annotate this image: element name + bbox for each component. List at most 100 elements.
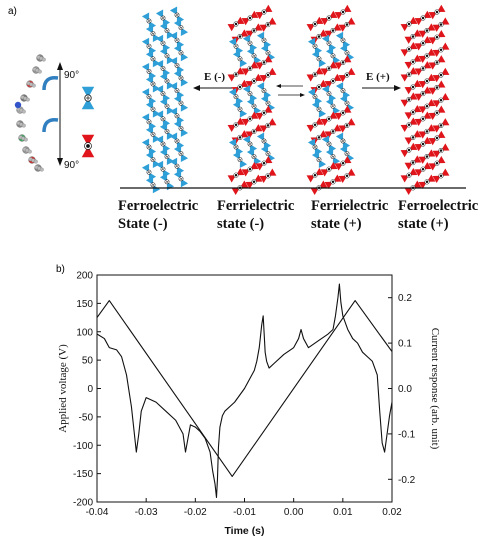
red-bowtie-icon <box>428 54 446 71</box>
blue-bowtie-icon <box>256 31 272 49</box>
red-bowtie-icon <box>432 142 450 159</box>
blue-bowtie-icon <box>228 138 244 156</box>
ferroelectric-minus-column <box>141 6 189 194</box>
blue-bowtie-icon <box>242 34 258 52</box>
y-left-tick-label: -50 <box>79 412 94 423</box>
red-bowtie-icon <box>404 104 422 120</box>
blue-bowtie-icon <box>311 100 327 118</box>
red-bowtie-icon <box>400 66 418 83</box>
voltage-current-chart: -0.04 -0.03 -0.02 -0.01 0.00 0.01 0.02-200-150… <box>57 271 441 538</box>
molecule-atom <box>37 69 42 74</box>
rotation-schematic: 90° 90° <box>42 62 95 171</box>
y-right-tick-label: 0.0 <box>398 384 412 395</box>
red-bowtie-icon <box>404 54 422 70</box>
red-bowtie-icon <box>428 105 446 121</box>
y-right-tick-label: 0.1 <box>398 339 412 350</box>
red-bowtie-icon <box>400 117 418 133</box>
red-bowtie-icon <box>428 29 446 45</box>
small-left-arrow <box>276 84 303 88</box>
y-left-tick-label: 150 <box>76 299 93 310</box>
molecule-model <box>14 54 46 172</box>
blue-bowtie-icon <box>311 150 327 169</box>
x-axis-title: Time (s) <box>224 525 264 537</box>
blue-bowtie-icon <box>228 37 244 55</box>
red-bowtie-icon <box>432 67 450 83</box>
blue-bowtie-icon <box>321 135 337 153</box>
red-bowtie-icon <box>324 174 342 190</box>
blue-bowtie-icon <box>307 87 323 106</box>
red-bowtie-icon <box>255 4 273 20</box>
red-bowtie-icon <box>432 168 450 184</box>
red-bowtie-icon <box>259 16 277 33</box>
red-bowtie-icon <box>227 66 245 83</box>
x-tick-label: -0.01 <box>233 507 256 518</box>
blue-bowtie-icon <box>228 87 244 106</box>
red-bowtie-icon <box>418 22 436 39</box>
red-bowtie-icon <box>418 73 436 89</box>
red-bowtie-icon <box>432 16 450 33</box>
red-bowtie-icon <box>320 10 338 26</box>
red-bowtie-icon <box>404 28 422 45</box>
x-tick-label: -0.03 <box>135 507 158 518</box>
y-left-tick-label: 200 <box>76 271 93 282</box>
state-label-1-line1: Ferroelectric <box>118 198 199 214</box>
state-label-3-line2: state (+) <box>311 216 362 232</box>
blue-bowtie-icon <box>232 100 248 118</box>
ferrielectric-minus-column <box>227 4 277 196</box>
blue-bowtie-icon <box>311 50 327 68</box>
red-bowtie-icon <box>338 67 356 83</box>
red-bowtie-icon <box>81 134 95 158</box>
red-bowtie-icon <box>418 174 436 190</box>
red-bowtie-icon <box>418 148 436 165</box>
y-left-tick-label: -150 <box>73 469 93 480</box>
red-bowtie-icon <box>414 60 432 77</box>
red-bowtie-icon <box>400 91 418 108</box>
red-bowtie-icon <box>428 4 446 20</box>
blue-bowtie-icon <box>321 34 337 52</box>
red-bowtie-icon <box>306 16 324 32</box>
red-bowtie-icon <box>241 10 259 26</box>
panel-b-letter: b) <box>56 264 65 275</box>
blue-bowtie-icon <box>325 97 341 115</box>
state-label-3-line1: Ferrielectric <box>311 198 389 214</box>
x-tick-label: -0.04 <box>86 507 109 518</box>
molecule-atom <box>27 149 32 154</box>
blue-bowtie-icon <box>256 132 272 150</box>
y-left-tick-label: -100 <box>73 441 93 452</box>
molecule-atom <box>39 167 44 172</box>
blue-bowtie-icon <box>325 147 341 166</box>
y-right-tick-label: 0.2 <box>398 293 412 304</box>
red-bowtie-icon <box>400 41 418 57</box>
red-bowtie-icon <box>259 168 277 184</box>
red-bowtie-icon <box>432 42 450 58</box>
blue-bowtie-icon <box>256 81 272 100</box>
blue-bowtie-icon <box>242 84 258 103</box>
red-bowtie-icon <box>432 92 450 108</box>
red-bowtie-icon <box>418 48 436 64</box>
red-bowtie-icon <box>334 4 352 20</box>
state-label-4-line1: Ferroelectric <box>398 198 479 214</box>
red-bowtie-icon <box>259 117 277 134</box>
y-right-tick-label: -0.1 <box>398 429 416 440</box>
red-bowtie-icon <box>338 16 356 33</box>
red-bowtie-icon <box>428 155 446 171</box>
molecule-atom <box>41 57 46 62</box>
blue-bowtie-icon <box>335 132 351 150</box>
red-bowtie-icon <box>245 174 263 190</box>
blue-bowtie-icon <box>141 12 157 30</box>
y-axis-right-title: Current response (arb. unit) <box>429 328 441 450</box>
state-labels: Ferroelectric State (-) Ferrielectric st… <box>118 198 479 232</box>
red-bowtie-icon <box>418 123 436 140</box>
blue-bowtie-icon <box>232 150 248 169</box>
blue-bowtie-icon <box>246 47 262 65</box>
molecule-atom <box>21 123 26 128</box>
angle-top-label: 90° <box>64 70 79 81</box>
angle-bottom-label: 90° <box>64 160 79 171</box>
blue-bowtie-icon <box>155 9 171 27</box>
ferrielectric-plus-column <box>306 4 356 196</box>
x-tick-label: 0.00 <box>284 507 304 518</box>
molecule-atom <box>33 159 38 164</box>
y-left-tick-label: 100 <box>76 327 93 338</box>
red-bowtie-icon <box>400 142 418 158</box>
